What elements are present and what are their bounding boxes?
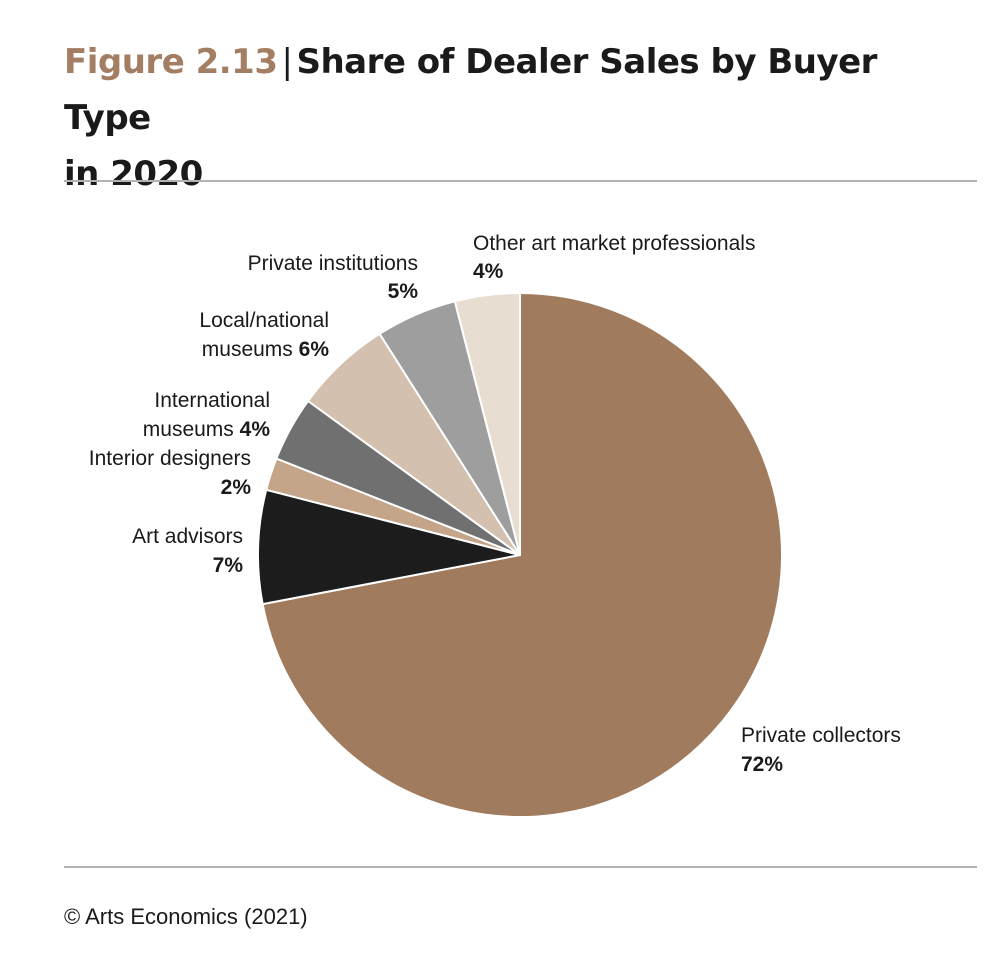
source-credit: © Arts Economics (2021): [64, 904, 308, 929]
slice-label-part: Local/national: [199, 309, 329, 332]
slice-value: 4%: [240, 418, 271, 441]
slice-label: Art advisors: [132, 525, 243, 548]
slice-label: Interior designers: [89, 447, 251, 470]
bottom-divider: [64, 866, 977, 868]
label-art-advisors: Art advisors 7%: [132, 525, 243, 577]
title-line-2: in 2020: [64, 154, 203, 194]
label-international-museums: International museums 4%: [143, 389, 271, 441]
label-private-collectors: Private collectors 72%: [741, 724, 901, 776]
slice-value: 7%: [213, 554, 244, 577]
slice-value: 4%: [473, 260, 504, 283]
title-separator: |: [281, 42, 293, 82]
slice-label: Other art market professionals: [473, 232, 755, 255]
slice-value: 6%: [299, 338, 330, 361]
title-text: Share of Dealer Sales by Buyer Type: [64, 42, 877, 138]
figure-number: Figure 2.13: [64, 42, 278, 82]
pie-slices: [257, 292, 783, 818]
label-private-institutions: Private institutions 5%: [248, 252, 419, 303]
label-interior-designers: Interior designers 2%: [89, 447, 252, 499]
label-local-national-museums: Local/national museums 6%: [199, 309, 329, 361]
top-divider: [64, 180, 977, 182]
slice-value: 2%: [221, 476, 252, 499]
slice-value: 72%: [741, 753, 783, 776]
label-other-art-market-professionals: Other art market professionals 4%: [473, 232, 755, 283]
slice-label-part: museums 4%: [143, 418, 271, 441]
slice-label: Private collectors: [741, 724, 901, 747]
title-line-1: Figure 2.13 | Share of Dealer Sales by Buy…: [64, 34, 964, 146]
pie-slice-other-art-market-professionals: [453, 292, 521, 556]
chart-title: Figure 2.13 | Share of Dealer Sales by Buy…: [64, 34, 964, 202]
pie-slice-art-advisors: [257, 488, 521, 606]
slice-value: 5%: [388, 280, 419, 303]
pie-slice-private-collectors: [261, 292, 783, 818]
slice-label: Private institutions: [248, 252, 418, 275]
slice-label-part: museums 6%: [202, 338, 330, 361]
slice-label-part: International: [154, 389, 270, 412]
